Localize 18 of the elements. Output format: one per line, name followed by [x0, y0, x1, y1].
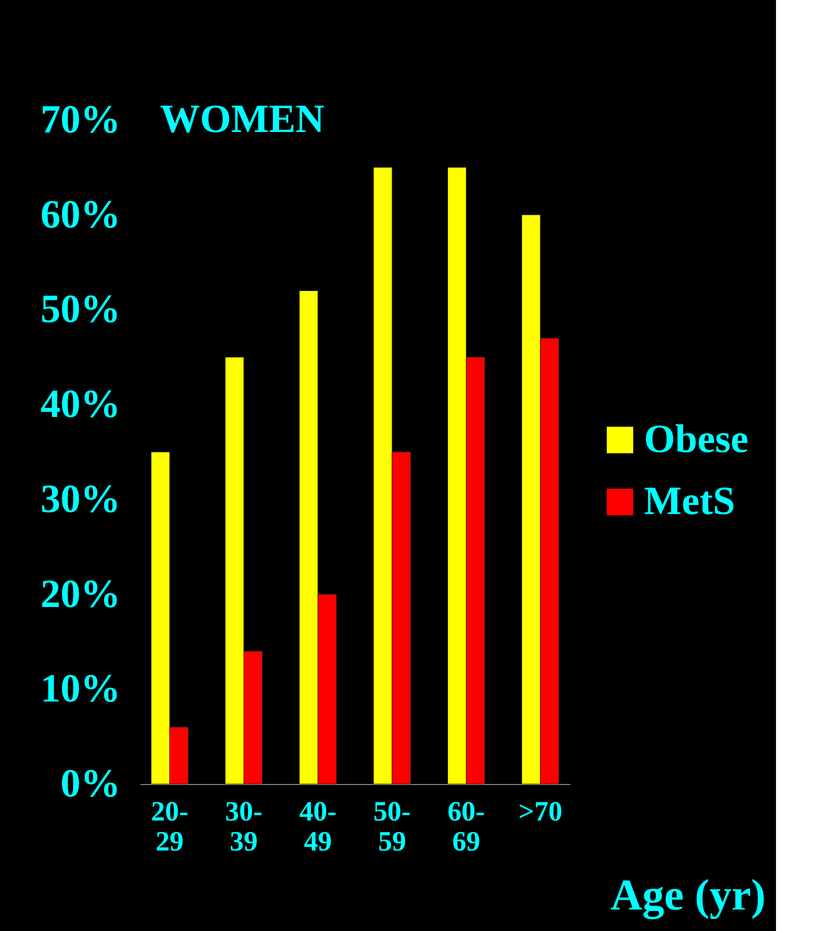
y-tick-label: 0% — [60, 760, 120, 806]
y-tick-label: 40% — [40, 381, 120, 426]
y-tick-label: 30% — [40, 476, 120, 521]
legend-label: MetS — [644, 478, 736, 523]
x-tick-label: >70 — [518, 796, 562, 828]
chart-title: WOMEN — [160, 96, 325, 141]
y-tick-label: 70% — [40, 96, 120, 142]
x-tick-label: 50-59 — [373, 796, 411, 858]
y-tick-label: 60% — [40, 191, 120, 236]
y-tick-label: 10% — [40, 666, 120, 711]
legend-label: Obese — [644, 416, 748, 461]
y-tick-label: 50% — [40, 286, 120, 332]
x-axis-title: Age (yr) — [610, 870, 766, 920]
x-tick-label: 30-39 — [225, 796, 262, 858]
x-tick-label: 60-69 — [448, 796, 485, 858]
x-tick-label: 20-29 — [150, 796, 188, 858]
x-tick-label: 40-49 — [299, 796, 337, 858]
y-tick-label: 20% — [40, 570, 120, 616]
